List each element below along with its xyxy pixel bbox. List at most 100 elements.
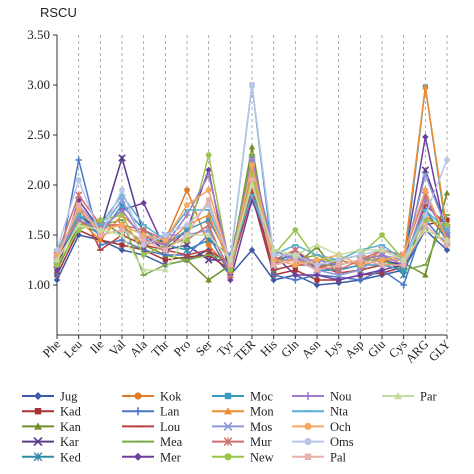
legend-item-jug: Jug (22, 390, 78, 404)
data-point-mos-asp (356, 266, 365, 274)
data-point-mos-arg (421, 171, 430, 179)
data-point-pal-gly (444, 242, 450, 248)
data-point-lan-his (270, 271, 277, 279)
data-point-nou-val (118, 206, 126, 214)
data-point-kad-gln (292, 267, 298, 273)
data-point-pal-cys (401, 262, 407, 268)
data-point-oms-lys (335, 257, 342, 263)
legend-marker-mon (224, 407, 232, 415)
data-point-par-cys (400, 256, 407, 263)
legend-item-nou: Nou (292, 390, 352, 404)
data-point-jug-asn (313, 281, 321, 289)
data-point-kok-ser (205, 242, 212, 248)
x-tick-label-arg: ARG (403, 337, 432, 366)
data-point-par-ser (205, 231, 212, 238)
y-tick-labels: 1.00 1.50 2.00 2.50 3.00 3.50 (27, 27, 57, 292)
data-point-kan-arg (422, 271, 429, 278)
x-tick-label-ter: TER (232, 337, 259, 364)
data-point-pal-ter (249, 177, 255, 183)
data-point-moc-ser (206, 217, 212, 223)
legend-marker-lan (134, 407, 142, 416)
data-point-pal-gln (292, 257, 298, 263)
data-point-mer-leu (75, 196, 82, 204)
legend-marker-par (394, 392, 402, 400)
data-point-oms-pro (184, 222, 190, 228)
legend-item-lou: Lou (122, 420, 181, 434)
data-point-par-asn (313, 241, 321, 248)
data-point-och-thr (162, 237, 169, 243)
data-point-mer-glu (378, 266, 386, 274)
data-point-kok-pro (184, 187, 190, 193)
legend-item-och: Och (292, 420, 352, 434)
x-tick-label-glu: Glu (365, 337, 389, 361)
data-point-par-pro (183, 231, 191, 238)
data-point-och-asp (357, 262, 364, 268)
legend-label-jug: Jug (60, 390, 78, 404)
data-point-och-pro (184, 202, 190, 208)
data-point-pal-lys (336, 262, 342, 268)
legend-label-mos: Mos (250, 420, 272, 434)
legend-item-new: New (212, 450, 274, 464)
legend-item-ked: Ked (22, 450, 82, 464)
data-point-nou-ser (205, 171, 212, 179)
legend-marker-pal (304, 453, 312, 460)
x-tick-label-ala: Ala (127, 337, 150, 360)
data-point-kan-ser (205, 276, 212, 283)
legend-item-kok: Kok (122, 390, 182, 404)
data-point-par-ile (97, 226, 104, 233)
data-point-new-phe (54, 262, 60, 268)
data-point-mur-leu (74, 191, 83, 199)
data-point-jug-val (118, 246, 126, 254)
grid-lines (56, 35, 448, 335)
data-point-mer-ser (205, 166, 212, 174)
y-tick-label: 3.50 (27, 27, 50, 42)
data-point-och-arg (422, 187, 429, 193)
data-point-mon-ile (97, 236, 104, 243)
data-point-new-tyr (227, 267, 234, 273)
data-point-mer-asn (313, 271, 321, 279)
data-point-och-gln (292, 262, 299, 268)
data-point-new-ile (97, 217, 104, 223)
legend-item-pal: Pal (292, 450, 347, 464)
data-point-par-tyr (227, 256, 234, 263)
x-tick-label-lys: Lys (322, 337, 345, 360)
legend-item-kar: Kar (22, 435, 80, 449)
data-point-par-glu (378, 246, 386, 253)
legend-marker-kok (134, 392, 142, 400)
data-point-oms-gly (444, 157, 450, 163)
legend-label-kan: Kan (60, 420, 82, 434)
data-point-mer-ala (140, 199, 147, 207)
data-point-par-his (270, 246, 277, 253)
data-point-och-glu (379, 257, 385, 263)
data-point-kad-asn (314, 277, 320, 283)
legend-label-mea: Mea (160, 435, 183, 449)
data-point-new-gly (444, 222, 450, 228)
data-point-mer-ter (248, 196, 256, 204)
data-point-kad-val (119, 242, 125, 248)
legend-marker-moc (224, 392, 232, 400)
data-point-par-thr (162, 266, 169, 273)
legend-label-lan: Lan (160, 405, 180, 419)
data-point-moc-cys (401, 267, 407, 273)
legend-label-mon: Mon (250, 405, 274, 419)
data-point-oms-ala (140, 242, 147, 248)
legend-item-mea: Mea (122, 435, 183, 449)
legend-marker-mos (223, 421, 233, 431)
data-point-mon-ser (205, 211, 212, 218)
legend-item-mer: Mer (122, 450, 182, 464)
data-point-par-gly (443, 236, 451, 243)
data-point-par-arg (422, 226, 429, 233)
legend-label-kad: Kad (60, 405, 82, 419)
legend-label-nou: Nou (330, 390, 352, 404)
x-tick-label-gln: Gln (278, 337, 302, 361)
data-point-kar-ser (204, 256, 213, 264)
data-point-mer-lys (335, 276, 342, 284)
legend-marker-oms (304, 438, 312, 446)
legend-item-par: Par (382, 390, 438, 404)
data-point-nou-arg (422, 196, 429, 204)
x-tick-label-asn: Asn (299, 337, 324, 362)
data-point-mur-ser (204, 221, 213, 229)
data-point-new-gln (292, 227, 299, 233)
